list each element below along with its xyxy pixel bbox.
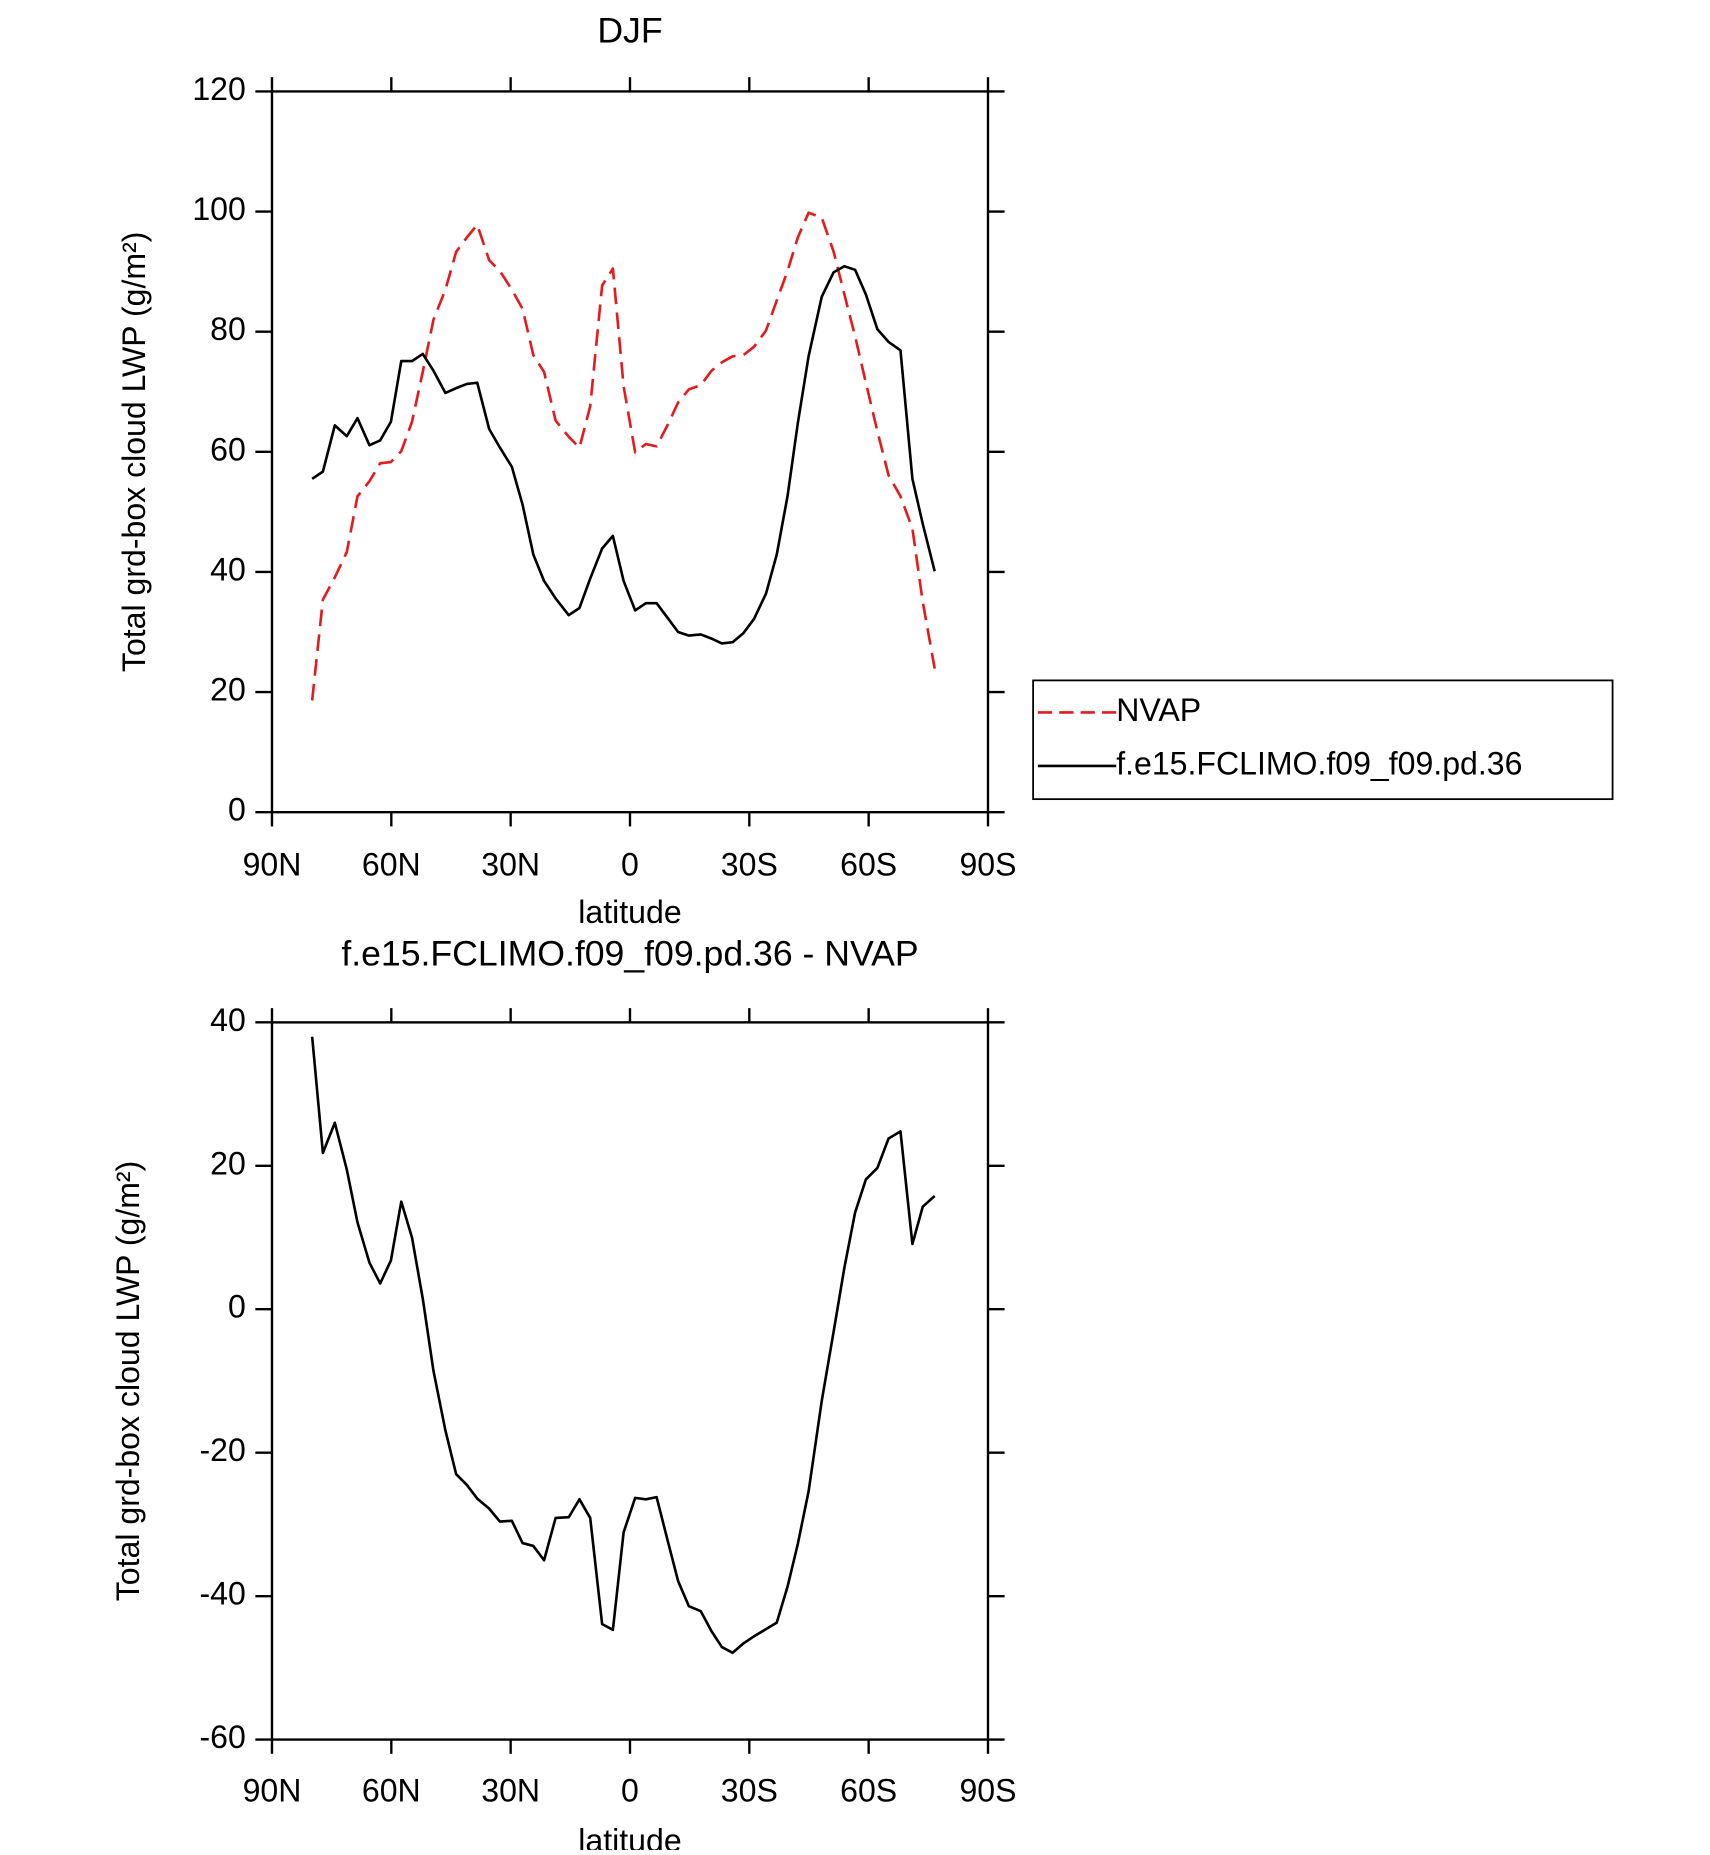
x-tick-label: 90N [243,1772,302,1808]
y-tick-label: 0 [228,792,246,828]
data-line [310,1036,936,1655]
legend: NVAP f.e15.FCLIMO.f09_f09.pd.36 [1032,679,1614,801]
chart-title: f.e15.FCLIMO.f09_f09.pd.36 - NVAP [341,933,918,973]
y-axis-label: Total grd-box cloud LWP (g/m²) [110,1161,146,1602]
data-line [310,211,936,701]
legend-box [1032,679,1614,801]
y-tick-label: 20 [210,1145,246,1181]
y-axis-label: Total grd-box cloud LWP (g/m²) [116,232,152,673]
y-tick-label: 120 [192,71,245,107]
y-tick-label: 100 [192,191,245,227]
y-tick-label: -20 [200,1432,246,1468]
y-tick-label: 20 [210,672,246,708]
chart-title: DJF [597,11,662,51]
x-tick-label: 90N [243,846,302,882]
data-line [311,264,936,645]
x-tick-label: 30S [721,846,778,882]
plot-frame [270,1021,990,1741]
y-tick-label: 0 [228,1289,246,1325]
x-tick-label: 0 [621,846,639,882]
y-tick-label: 40 [210,1002,246,1038]
x-tick-label: 30S [721,1772,778,1808]
x-tick-label: 0 [621,1772,639,1808]
y-tick-label: -40 [200,1576,246,1612]
x-axis-label: latitude [578,1822,681,1850]
x-tick-label: 60S [840,1772,897,1808]
x-tick-label: 30N [481,846,540,882]
x-tick-label: 60N [362,846,421,882]
x-tick-label: 60N [362,1772,421,1808]
y-tick-label: -60 [200,1719,246,1755]
y-tick-label: 60 [210,431,246,467]
legend-label: NVAP [1116,692,1201,728]
y-tick-label: 40 [210,551,246,587]
y-tick-label: 80 [210,311,246,347]
legend-label: f.e15.FCLIMO.f09_f09.pd.36 [1116,745,1522,781]
x-tick-label: 90S [959,1772,1016,1808]
x-tick-label: 60S [840,846,897,882]
x-tick-label: 30N [481,1772,540,1808]
x-tick-label: 90S [959,846,1016,882]
plot-frame [270,90,990,814]
x-axis-label: latitude [578,894,681,930]
